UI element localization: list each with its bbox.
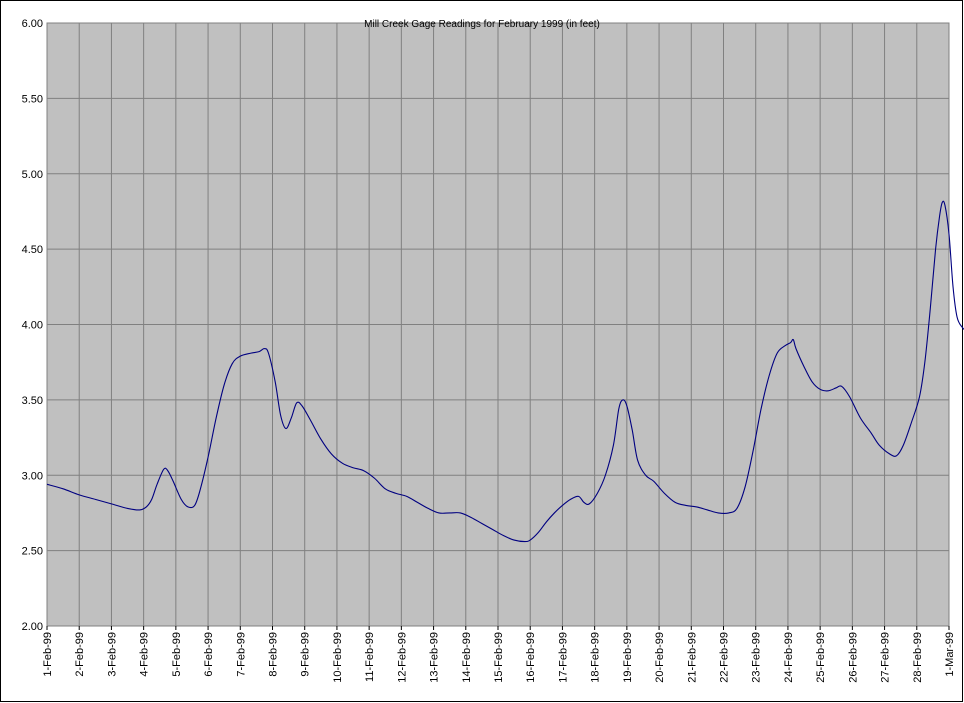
x-tick-label: 5-Feb-99: [171, 632, 183, 677]
y-tick-label: 6.00: [22, 18, 43, 30]
x-tick-label: 9-Feb-99: [300, 632, 312, 677]
x-tick-label: 4-Feb-99: [139, 632, 151, 677]
y-tick-label: 4.50: [22, 244, 43, 256]
x-tick-label: 10-Feb-99: [332, 632, 344, 683]
y-tick-label: 2.50: [22, 546, 43, 558]
y-tick-label: 5.50: [22, 93, 43, 105]
y-tick-label: 4.00: [22, 320, 43, 332]
series-line: [46, 200, 964, 543]
x-axis-tick-labels: 1-Feb-99 2-Feb-99 3-Feb-99 4-Feb-99 5-Feb-99…: [42, 632, 956, 683]
x-tick-label: 23-Feb-99: [751, 632, 763, 683]
x-tick-label: 17-Feb-99: [557, 632, 569, 683]
x-tick-label: 20-Feb-99: [654, 632, 666, 683]
x-tick-label: 8-Feb-99: [268, 632, 280, 677]
x-tick-label: 6-Feb-99: [203, 632, 215, 677]
x-tick-label: 22-Feb-99: [719, 632, 731, 683]
x-tick-label: 18-Feb-99: [590, 632, 602, 683]
x-tick-label: 11-Feb-99: [364, 632, 376, 682]
x-tick-label: 12-Feb-99: [396, 632, 408, 683]
y-tick-label: 3.50: [22, 395, 43, 407]
x-tick-label: 15-Feb-99: [493, 632, 505, 683]
x-tick-label: 1-Feb-99: [42, 632, 54, 677]
vertical-gridlines: [78, 23, 918, 626]
y-tick-label: 2.00: [22, 621, 43, 633]
y-tick-label: 5.00: [22, 169, 43, 181]
x-tick-label: 2-Feb-99: [74, 632, 86, 677]
x-tick-label: 1-Mar-99: [944, 632, 956, 677]
x-tick-label: 13-Feb-99: [429, 632, 441, 683]
x-tick-label: 27-Feb-99: [880, 632, 892, 683]
x-tick-label: 19-Feb-99: [622, 632, 634, 683]
y-axis-tick-labels: 2.00 2.50 3.00 3.50 4.00 4.50 5.00 5.50 6.00: [22, 18, 43, 633]
chart-title: Mill Creek Gage Readings for February 19…: [364, 19, 600, 30]
x-tick-label: 21-Feb-99: [686, 632, 698, 683]
x-tick-label: 16-Feb-99: [525, 632, 537, 683]
x-tick-label: 14-Feb-99: [461, 632, 473, 683]
x-tick-label: 24-Feb-99: [783, 632, 795, 683]
series-layer: [46, 200, 964, 543]
x-tick-label: 7-Feb-99: [235, 632, 247, 677]
y-tick-label: 3.00: [22, 470, 43, 482]
x-axis-tick-marks: [46, 626, 950, 630]
x-tick-label: 25-Feb-99: [815, 632, 827, 683]
x-tick-label: 28-Feb-99: [912, 632, 924, 683]
x-tick-label: 26-Feb-99: [847, 632, 859, 683]
x-tick-label: 3-Feb-99: [106, 632, 118, 677]
